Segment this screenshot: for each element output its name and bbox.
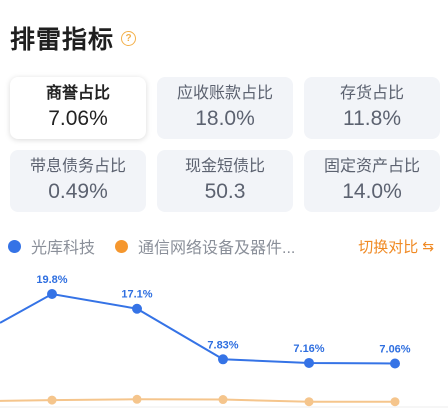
metric-value: 18.0% xyxy=(195,107,255,130)
metric-value: 0.49% xyxy=(48,180,108,203)
metric-value: 14.0% xyxy=(342,180,402,203)
line-chart: 19.8% 17.1% 7.83% 7.16% 7.06% xyxy=(0,274,448,408)
metric-card-interest-debt[interactable]: 带息债务占比 0.49% xyxy=(10,150,146,212)
data-label: 7.06% xyxy=(379,343,410,355)
metric-card-goodwill[interactable]: 商誉占比 7.06% xyxy=(10,77,146,139)
legend-label: 光库科技 xyxy=(31,240,96,257)
metric-value: 11.8% xyxy=(343,107,401,130)
data-point-secondary[interactable] xyxy=(390,397,400,407)
metric-value: 7.06% xyxy=(48,107,108,130)
data-point-secondary[interactable] xyxy=(304,397,314,407)
data-point-secondary[interactable] xyxy=(218,395,228,405)
legend-label: 通信网络设备及器件... xyxy=(138,240,296,257)
data-point-primary[interactable] xyxy=(390,358,400,369)
metric-card-receivables[interactable]: 应收账款占比 18.0% xyxy=(157,77,293,139)
switch-icon: ⇆ xyxy=(422,238,434,254)
data-point-primary[interactable] xyxy=(47,289,57,299)
chart-legend: 光库科技 通信网络设备及器件... xyxy=(8,235,440,257)
metric-value: 50.3 xyxy=(204,180,246,203)
metric-label: 现金短债比 xyxy=(184,158,265,175)
data-point-secondary[interactable] xyxy=(47,395,57,405)
switch-compare-button[interactable]: 切换对比 ⇆ xyxy=(358,236,434,257)
data-label: 19.8% xyxy=(36,274,67,286)
data-point-primary[interactable] xyxy=(132,303,142,314)
legend-item-primary[interactable]: 光库科技 xyxy=(8,234,95,258)
metric-label: 应收账款占比 xyxy=(176,85,273,102)
switch-label: 切换对比 xyxy=(358,239,419,256)
metric-label: 存货占比 xyxy=(339,85,404,102)
data-label: 17.1% xyxy=(121,289,152,301)
data-point-primary[interactable] xyxy=(218,354,228,365)
data-label: 7.16% xyxy=(293,343,324,355)
legend-dot xyxy=(8,239,21,253)
metric-label: 带息债务占比 xyxy=(29,158,126,175)
metric-card-inventory[interactable]: 存货占比 11.8% xyxy=(304,77,440,139)
metric-card-cash-debt-ratio[interactable]: 现金短债比 50.3 xyxy=(157,150,293,212)
series-line-secondary xyxy=(0,398,395,403)
data-label: 7.83% xyxy=(207,339,238,351)
help-icon[interactable]: ? xyxy=(121,30,137,46)
metric-card-fixed-assets[interactable]: 固定资产占比 14.0% xyxy=(304,150,440,212)
legend-item-secondary[interactable]: 通信网络设备及器件... xyxy=(115,234,295,258)
page-title: 排雷指标 xyxy=(10,26,115,54)
legend-dot xyxy=(115,239,129,253)
metric-label: 商誉占比 xyxy=(45,85,110,102)
data-point-secondary[interactable] xyxy=(132,394,142,404)
data-point-primary[interactable] xyxy=(304,357,314,368)
header: 排雷指标 ? xyxy=(10,20,137,56)
series-line-primary xyxy=(0,292,396,365)
metric-label: 固定资产占比 xyxy=(323,158,420,175)
